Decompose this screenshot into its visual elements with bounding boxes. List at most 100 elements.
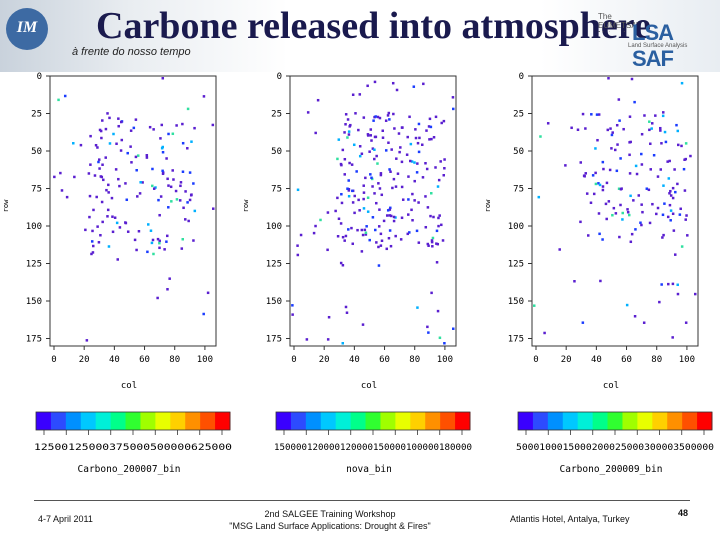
map-pixel	[161, 172, 165, 176]
y-tick-label: 150	[26, 297, 42, 307]
footer-workshop-subtitle: "MSG Land Surface Applications: Drought …	[229, 521, 431, 531]
map-pixel	[427, 331, 430, 334]
plot-frame	[531, 75, 699, 347]
map-pixel	[595, 113, 599, 116]
map-pixel	[362, 197, 365, 201]
map-pixel	[175, 124, 178, 127]
map-pixel	[408, 115, 411, 119]
map-pixel	[615, 123, 619, 127]
map-pixel	[437, 224, 440, 228]
map-pixel	[337, 217, 341, 221]
map-pixel	[608, 168, 612, 172]
map-pixel	[305, 338, 309, 341]
x-axis-label: col	[603, 381, 619, 391]
map-pixel	[661, 213, 665, 217]
y-tick-label: 75	[513, 185, 524, 195]
map-pixel	[391, 81, 395, 85]
map-pixel	[139, 181, 142, 184]
map-pixel	[594, 147, 597, 150]
map-pixel	[408, 231, 411, 234]
map-pixel	[362, 116, 366, 119]
map-pixel	[291, 304, 294, 307]
map-pixel	[379, 244, 383, 247]
map-pixel	[319, 218, 322, 222]
map-pixel	[424, 225, 428, 229]
x-tick-label: 80	[169, 355, 180, 365]
colorbar-segment	[320, 412, 337, 430]
map-pixel	[684, 142, 688, 145]
map-pixel	[119, 149, 123, 152]
colorbar-segment	[455, 412, 471, 430]
map-pixel	[145, 154, 149, 157]
map-pixel	[360, 250, 364, 253]
map-pixel	[340, 192, 343, 196]
map-pixel	[378, 208, 381, 211]
map-pixel	[596, 138, 599, 142]
map-pixel	[190, 193, 193, 196]
map-pixel	[411, 218, 414, 222]
map-pixel	[362, 207, 366, 210]
map-pixel	[656, 206, 660, 210]
map-pixel	[369, 173, 372, 176]
colorbar-segment	[125, 412, 141, 430]
map-pixel	[152, 128, 155, 131]
x-axis-label: col	[121, 381, 137, 391]
map-pixel	[350, 163, 354, 166]
map-pixel	[384, 149, 388, 152]
map-pixel	[570, 126, 573, 130]
map-pixel	[106, 112, 109, 115]
colorbar-segment	[697, 412, 713, 430]
map-pixel	[370, 176, 373, 180]
y-tick-label: 50	[31, 147, 42, 157]
map-pixel	[380, 239, 384, 243]
colorbar-segment	[532, 412, 549, 430]
map-pixel	[660, 283, 663, 286]
colorbar-labels: 150000120000120000150000100000180000	[274, 443, 472, 453]
map-pixel	[326, 248, 329, 252]
map-pixel	[452, 327, 455, 330]
map-pixel	[684, 321, 688, 324]
map-pixel	[118, 226, 122, 229]
map-pixel	[111, 215, 114, 218]
colorbar-segment	[290, 412, 307, 430]
colorbar-segment	[440, 412, 456, 430]
map-pixel	[430, 192, 433, 195]
map-pixel	[167, 184, 170, 187]
map-pixel	[622, 127, 625, 131]
map-pixel	[376, 162, 379, 165]
map-pixel	[594, 182, 598, 186]
map-pixel	[602, 167, 605, 171]
map-panel-1: 0 25 50 75 100 125 150 175 row 0 20 40 60 80 100 col 125…	[0, 68, 245, 488]
map-pixel	[663, 202, 666, 205]
map-pixel	[296, 253, 300, 257]
map-pixel	[597, 212, 601, 215]
map-pixel	[654, 114, 657, 117]
map-pixel	[126, 151, 129, 155]
map-pixel	[378, 187, 382, 190]
map-pixel	[366, 210, 370, 213]
map-pixel	[53, 175, 56, 179]
footer-divider	[34, 500, 690, 501]
map-pixel	[115, 221, 119, 225]
map-pixel	[669, 194, 673, 197]
map-pixel	[327, 315, 331, 319]
map-pixel	[621, 218, 624, 221]
map-pixel	[407, 198, 410, 201]
map-pixel	[352, 143, 356, 147]
map-pixel	[369, 134, 373, 137]
map-pixel	[379, 232, 383, 236]
map-pixel	[579, 220, 582, 224]
map-pixel	[546, 122, 550, 125]
map-pixel	[659, 168, 662, 171]
map-pixel	[625, 303, 629, 307]
map-pixel	[680, 81, 684, 85]
map-pixel	[618, 235, 621, 239]
map-pixel	[101, 119, 104, 122]
map-pixel	[124, 221, 127, 224]
map-pixel	[107, 191, 110, 194]
colorbar-segment	[380, 412, 396, 430]
map-pixel	[684, 218, 687, 221]
map-pixel	[314, 224, 317, 228]
map-pixel	[171, 132, 175, 136]
y-tick-label: 25	[513, 110, 524, 120]
